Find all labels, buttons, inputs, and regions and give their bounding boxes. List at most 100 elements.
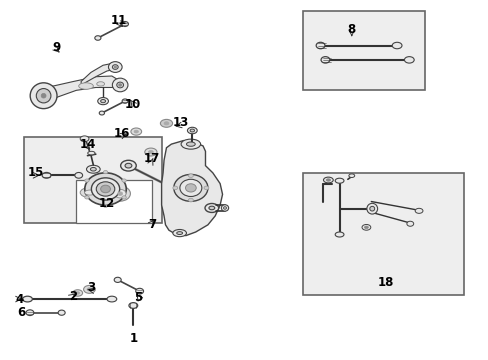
Ellipse shape bbox=[114, 189, 126, 198]
Ellipse shape bbox=[364, 226, 367, 229]
Ellipse shape bbox=[190, 129, 194, 132]
Ellipse shape bbox=[103, 171, 107, 174]
Text: 1: 1 bbox=[129, 332, 137, 345]
Ellipse shape bbox=[97, 82, 104, 86]
Ellipse shape bbox=[208, 206, 214, 210]
Ellipse shape bbox=[406, 221, 413, 226]
Ellipse shape bbox=[185, 184, 196, 192]
Ellipse shape bbox=[334, 178, 343, 183]
Text: 6: 6 bbox=[17, 306, 25, 319]
Ellipse shape bbox=[96, 182, 115, 196]
Ellipse shape bbox=[42, 172, 51, 178]
Ellipse shape bbox=[414, 208, 422, 213]
Ellipse shape bbox=[323, 177, 332, 183]
Polygon shape bbox=[161, 140, 222, 235]
Ellipse shape bbox=[204, 203, 218, 212]
Ellipse shape bbox=[223, 207, 226, 209]
Ellipse shape bbox=[172, 186, 177, 190]
Polygon shape bbox=[81, 63, 115, 85]
Text: 13: 13 bbox=[173, 116, 189, 129]
Ellipse shape bbox=[163, 122, 168, 125]
Ellipse shape bbox=[112, 78, 128, 92]
Ellipse shape bbox=[90, 167, 96, 171]
Ellipse shape bbox=[129, 303, 138, 309]
Ellipse shape bbox=[75, 172, 82, 178]
Text: 16: 16 bbox=[113, 127, 129, 140]
Ellipse shape bbox=[148, 150, 153, 154]
Ellipse shape bbox=[87, 288, 92, 291]
Text: 3: 3 bbox=[87, 281, 95, 294]
Ellipse shape bbox=[84, 173, 126, 205]
Text: 9: 9 bbox=[53, 41, 61, 54]
Ellipse shape bbox=[122, 196, 126, 199]
Ellipse shape bbox=[26, 310, 34, 316]
Ellipse shape bbox=[176, 231, 182, 234]
Ellipse shape bbox=[187, 127, 197, 134]
Bar bbox=[303, 12, 424, 90]
Text: 4: 4 bbox=[15, 293, 23, 306]
Ellipse shape bbox=[160, 120, 172, 127]
Text: 8: 8 bbox=[347, 23, 355, 36]
Ellipse shape bbox=[119, 84, 122, 86]
Ellipse shape bbox=[131, 128, 142, 135]
Text: 12: 12 bbox=[99, 197, 115, 210]
Ellipse shape bbox=[134, 130, 138, 133]
Ellipse shape bbox=[86, 165, 100, 173]
Ellipse shape bbox=[80, 136, 89, 141]
Text: 14: 14 bbox=[79, 138, 96, 150]
Ellipse shape bbox=[117, 82, 123, 88]
Ellipse shape bbox=[221, 205, 228, 211]
Ellipse shape bbox=[122, 99, 128, 103]
Ellipse shape bbox=[101, 99, 105, 103]
Text: 18: 18 bbox=[377, 276, 393, 289]
Ellipse shape bbox=[22, 296, 32, 302]
Text: 7: 7 bbox=[147, 218, 156, 231]
Ellipse shape bbox=[180, 179, 202, 197]
Ellipse shape bbox=[361, 225, 370, 230]
Ellipse shape bbox=[84, 179, 89, 182]
Ellipse shape bbox=[188, 174, 193, 177]
Text: 17: 17 bbox=[143, 152, 160, 165]
Ellipse shape bbox=[41, 93, 46, 98]
Ellipse shape bbox=[103, 204, 107, 207]
Ellipse shape bbox=[203, 186, 208, 190]
Ellipse shape bbox=[348, 174, 354, 177]
Ellipse shape bbox=[144, 148, 157, 156]
Polygon shape bbox=[43, 76, 118, 103]
Text: 11: 11 bbox=[110, 14, 126, 27]
Ellipse shape bbox=[121, 160, 136, 171]
Ellipse shape bbox=[36, 89, 51, 103]
Text: 2: 2 bbox=[69, 290, 77, 303]
Ellipse shape bbox=[404, 57, 413, 63]
Ellipse shape bbox=[118, 192, 122, 195]
Ellipse shape bbox=[84, 190, 95, 195]
Ellipse shape bbox=[172, 229, 186, 237]
Ellipse shape bbox=[122, 22, 128, 27]
Ellipse shape bbox=[73, 290, 82, 296]
Text: 10: 10 bbox=[124, 98, 140, 111]
Ellipse shape bbox=[99, 111, 104, 115]
Ellipse shape bbox=[30, 83, 57, 109]
Ellipse shape bbox=[316, 42, 325, 49]
Ellipse shape bbox=[107, 296, 117, 302]
Ellipse shape bbox=[91, 178, 120, 200]
Ellipse shape bbox=[369, 206, 374, 211]
Ellipse shape bbox=[321, 57, 329, 63]
Ellipse shape bbox=[136, 288, 143, 294]
Ellipse shape bbox=[110, 186, 130, 201]
Ellipse shape bbox=[79, 83, 93, 89]
Ellipse shape bbox=[84, 196, 89, 199]
Ellipse shape bbox=[391, 42, 401, 49]
Ellipse shape bbox=[112, 65, 118, 69]
Ellipse shape bbox=[366, 203, 377, 214]
Text: 15: 15 bbox=[27, 166, 44, 179]
Ellipse shape bbox=[186, 142, 195, 146]
Ellipse shape bbox=[95, 36, 101, 40]
Ellipse shape bbox=[173, 175, 207, 201]
Ellipse shape bbox=[188, 198, 193, 202]
Ellipse shape bbox=[122, 179, 126, 182]
Bar bbox=[24, 137, 161, 223]
Ellipse shape bbox=[80, 188, 100, 198]
Ellipse shape bbox=[98, 98, 108, 105]
Bar bbox=[76, 180, 152, 223]
